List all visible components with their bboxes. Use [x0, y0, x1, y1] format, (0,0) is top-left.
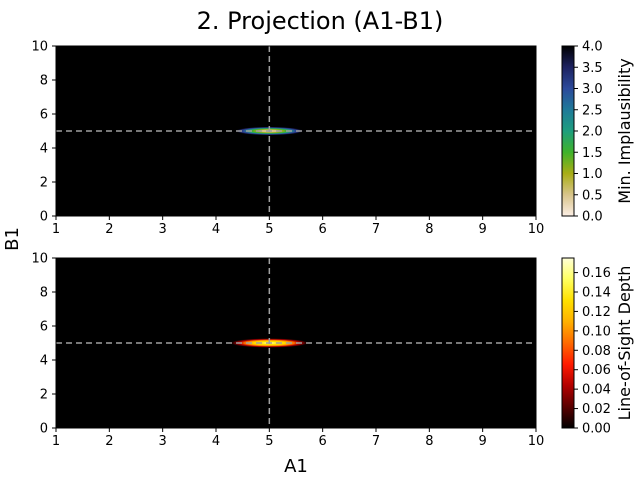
plot-frame — [55, 257, 537, 429]
x-tick-label: 6 — [319, 434, 327, 449]
chart-title: 2. Projection (A1-B1) — [197, 7, 444, 35]
x-tick-label: 9 — [479, 222, 487, 237]
x-tick-label: 7 — [372, 434, 380, 449]
colorbar-tick-label: 4.0 — [582, 40, 603, 55]
x-tick-label: 8 — [425, 434, 433, 449]
colorbar-tick-label: 3.5 — [582, 61, 603, 76]
colorbar-tick-label: 0.02 — [582, 402, 611, 417]
y-tick-label: 0 — [40, 422, 48, 437]
x-tick-label: 1 — [52, 434, 60, 449]
colorbar-tick-label: 0.16 — [582, 266, 611, 281]
colorbar-tick-label: 0.10 — [582, 324, 611, 339]
colorbar-tick-label: 2.5 — [582, 103, 603, 118]
colorbar-tick-label: 0.00 — [582, 422, 611, 437]
colorbar-label: Line-of-Sight Depth — [615, 266, 634, 421]
y-tick-label: 4 — [40, 142, 48, 157]
colorbar-tick-label: 0.0 — [582, 210, 603, 225]
y-tick-label: 8 — [40, 286, 48, 301]
colorbar — [561, 45, 575, 217]
y-tick-label: 2 — [40, 388, 48, 403]
x-tick-label: 9 — [479, 434, 487, 449]
colorbar-tick-label: 0.06 — [582, 363, 611, 378]
x-tick-label: 4 — [212, 434, 220, 449]
y-tick-label: 0 — [40, 210, 48, 225]
y-tick-label: 4 — [40, 354, 48, 369]
colorbar-tick-label: 0.04 — [582, 383, 611, 398]
x-tick-label: 5 — [265, 222, 273, 237]
x-tick-label: 7 — [372, 222, 380, 237]
y-tick-label: 10 — [31, 40, 48, 55]
colorbar-tick-label: 0.14 — [582, 286, 611, 301]
panel-min_implausibility: 1 2 3 4 5 6 7 8 9 10 0 2 4 6 8 10 0.0 0.5 1.0 1.5 2.0 2.5 3.0 3… — [31, 40, 634, 238]
colorbar-tick-label: 2.0 — [582, 125, 603, 140]
panels-group: 1 2 3 4 5 6 7 8 9 1002468100.00.51.01.52.02.53.03… — [31, 40, 634, 450]
y-tick-label: 10 — [31, 252, 48, 267]
colorbar-tick-label: 1.5 — [582, 146, 603, 161]
colorbar-tick-label: 0.08 — [582, 344, 611, 359]
y-tick-label: 6 — [40, 320, 48, 335]
y-tick-label: 8 — [40, 74, 48, 89]
panel-line_of_sight_depth: 1 2 3 4 5 6 7 8 9 10 0 2 4 6 8 10 0.00 0.02 0.04 0.06 0.08 0.… — [31, 252, 634, 450]
colorbar-tick-label: 1.0 — [582, 167, 603, 182]
colorbar-label: Min. Implausibility — [615, 58, 634, 203]
x-tick-label: 2 — [105, 434, 113, 449]
x-tick-label: 10 — [528, 434, 545, 449]
colorbar — [561, 257, 575, 429]
y-tick-label: 6 — [40, 108, 48, 123]
y-axis-label: B1 — [2, 227, 23, 251]
colorbar-tick-label: 3.0 — [582, 82, 603, 97]
x-axis-label: A1 — [284, 456, 308, 477]
x-tick-label: 1 — [52, 222, 60, 237]
x-tick-label: 3 — [159, 434, 167, 449]
x-tick-label: 4 — [212, 222, 220, 237]
colorbar-tick-label: 0.12 — [582, 305, 611, 320]
x-tick-label: 5 — [265, 434, 273, 449]
x-tick-label: 3 — [159, 222, 167, 237]
x-tick-label: 10 — [528, 222, 545, 237]
plot-frame — [55, 45, 537, 217]
x-tick-label: 6 — [319, 222, 327, 237]
x-tick-label: 8 — [425, 222, 433, 237]
x-tick-label: 2 — [105, 222, 113, 237]
y-tick-label: 2 — [40, 176, 48, 191]
colorbar-tick-label: 0.5 — [582, 188, 603, 203]
